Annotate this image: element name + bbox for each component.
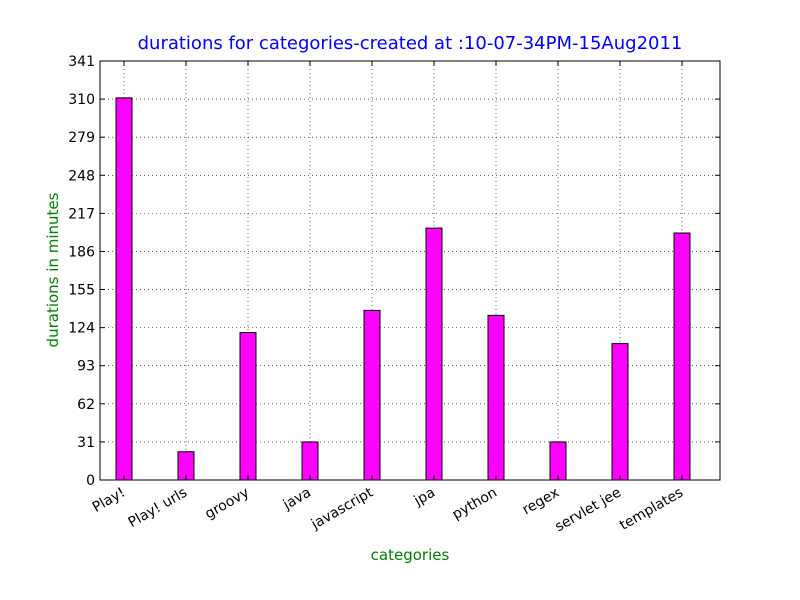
bar-servlet-jee xyxy=(611,343,629,481)
x-tick-label: regex xyxy=(520,485,562,519)
bar-javascript xyxy=(363,309,381,481)
y-axis-label: durations in minutes xyxy=(44,192,62,347)
bar-python xyxy=(487,314,505,481)
chart-title: durations for categories-created at :10-… xyxy=(138,33,683,54)
x-tick-label: Play! xyxy=(90,485,128,516)
x-axis-label: categories xyxy=(371,546,450,564)
y-tick-label: 0 xyxy=(86,473,95,489)
bar-regex xyxy=(549,441,567,481)
bar-jpa xyxy=(425,227,443,481)
bar-groovy xyxy=(239,332,257,481)
plot-area-frame xyxy=(99,60,721,481)
y-tick-label: 248 xyxy=(68,168,95,184)
x-tick-label: javascript xyxy=(308,484,376,533)
x-tick-label: servlet jee xyxy=(552,485,624,536)
bars xyxy=(115,97,691,481)
x-tick-label: Play! urls xyxy=(126,485,190,531)
ticks xyxy=(100,60,720,481)
y-tick-label: 279 xyxy=(68,130,95,146)
y-tick-label: 186 xyxy=(68,244,95,260)
y-tick-label: 124 xyxy=(68,321,95,337)
bar-java xyxy=(301,441,319,481)
y-tick-label: 341 xyxy=(68,54,95,70)
y-tick-label: 217 xyxy=(68,206,95,222)
x-tick-label: groovy xyxy=(202,485,252,523)
y-tick-label: 310 xyxy=(68,92,95,108)
y-tick-label: 93 xyxy=(77,359,95,375)
y-tick-label: 62 xyxy=(77,397,95,413)
bar-play xyxy=(115,97,133,481)
x-tick-label: java xyxy=(280,485,314,514)
x-tick-label: templates xyxy=(617,485,686,534)
x-tick-label: python xyxy=(450,485,500,523)
x-tick-label: jpa xyxy=(411,485,438,510)
bar-templates xyxy=(673,232,691,481)
y-tick-label: 155 xyxy=(68,283,95,299)
y-tick-label: 31 xyxy=(77,435,95,451)
